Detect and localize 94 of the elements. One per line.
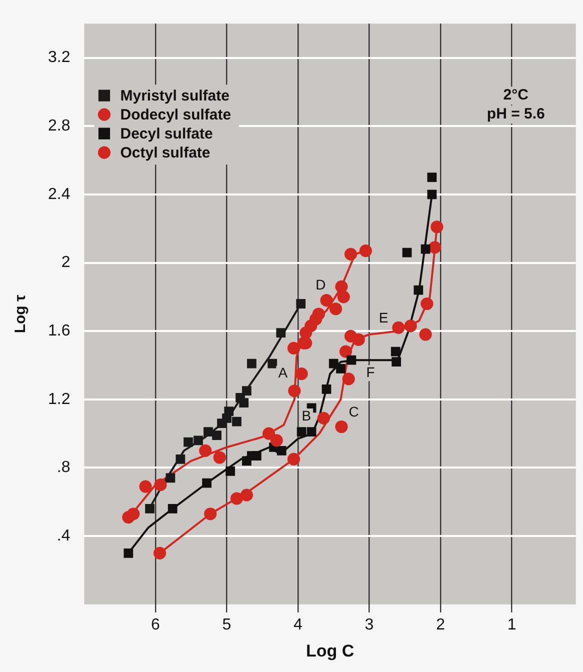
point (202, 478, 212, 488)
x-tick-label: 2 (436, 616, 446, 634)
point (239, 398, 249, 408)
point (390, 346, 400, 356)
point (392, 321, 405, 334)
x-tick-label: 6 (151, 616, 160, 634)
point (287, 342, 300, 354)
point (296, 427, 306, 437)
y-tick-label: 2 (61, 254, 70, 272)
point (176, 454, 186, 464)
point (242, 386, 252, 396)
point (342, 372, 355, 386)
point (204, 508, 217, 520)
point (306, 427, 316, 437)
annotation: 2°C (503, 86, 529, 104)
legend-label: Octyl sulfate (120, 144, 210, 162)
point (414, 285, 424, 295)
point (427, 172, 437, 182)
point (153, 546, 166, 560)
point (232, 416, 242, 426)
point (268, 358, 278, 368)
y-tick-label: 3.2 (48, 49, 70, 66)
x-axis-title: Log C (306, 641, 354, 660)
annotation: B (302, 407, 312, 424)
y-tick-label: 2.8 (48, 118, 70, 134)
y-tick-label: 1.6 (48, 322, 70, 340)
y-tick-label: .8 (56, 459, 70, 476)
point (154, 478, 167, 492)
point (295, 367, 308, 380)
y-tick-label: 1.2 (48, 390, 70, 408)
point (204, 427, 213, 437)
point (184, 437, 193, 447)
y-tick-label: .4 (56, 527, 70, 544)
annotation: C (348, 403, 359, 420)
point (419, 328, 432, 341)
point (217, 418, 226, 428)
point (287, 452, 300, 466)
annotation: pH = 5.6 (486, 106, 545, 123)
point (430, 220, 444, 234)
point (352, 333, 365, 346)
legend-label: Myristyl sulfate (120, 88, 230, 105)
x-tick-label: 4 (294, 616, 303, 634)
point (139, 480, 152, 493)
point (420, 244, 430, 254)
point (322, 384, 332, 394)
point (329, 302, 342, 316)
point (199, 444, 212, 457)
point (339, 345, 352, 358)
point (124, 548, 134, 558)
point (270, 434, 283, 447)
point (168, 504, 178, 514)
point (247, 358, 256, 368)
point (428, 241, 442, 254)
point (288, 384, 301, 398)
point (427, 190, 437, 200)
point (213, 451, 226, 464)
point (359, 244, 372, 258)
x-tick-label: 1 (507, 616, 516, 634)
x-tick-label: 3 (364, 616, 374, 634)
point (404, 320, 417, 332)
point (240, 488, 254, 502)
x-tick-label: 5 (222, 616, 232, 634)
annotation: F (366, 364, 375, 380)
point (127, 508, 140, 520)
point (420, 297, 434, 310)
point (344, 248, 358, 261)
y-tick-label: 2.4 (48, 186, 70, 203)
point (230, 492, 244, 505)
point (392, 357, 402, 367)
point (145, 504, 154, 514)
point (276, 446, 286, 456)
point (226, 466, 236, 476)
point (336, 364, 346, 374)
point (166, 473, 176, 483)
point (194, 436, 203, 446)
point (335, 420, 348, 434)
point (312, 308, 325, 320)
annotation: D (316, 276, 326, 292)
legend-label: Dodecyl sulfate (120, 106, 232, 124)
point (337, 290, 350, 304)
point (320, 294, 333, 307)
point (262, 427, 276, 440)
point (402, 248, 412, 258)
point (252, 451, 262, 460)
point (212, 430, 222, 440)
point (335, 280, 348, 293)
legend-label: Decyl sulfate (120, 126, 213, 143)
point (346, 355, 356, 365)
annotation: E (378, 310, 388, 326)
point (296, 299, 306, 308)
point (317, 412, 330, 425)
annotation: A (278, 364, 288, 381)
point (276, 328, 286, 338)
y-axis-title: Log τ (12, 294, 30, 334)
